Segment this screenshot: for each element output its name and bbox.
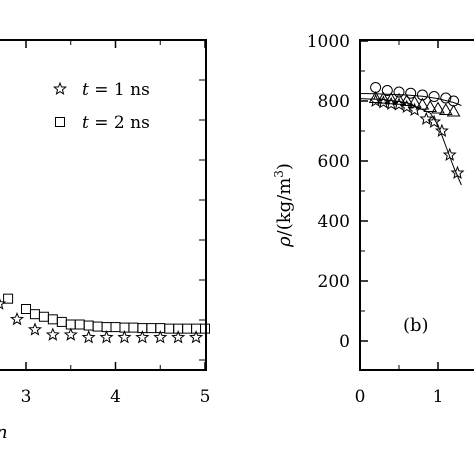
panel-b-point-circle <box>416 89 428 101</box>
panel-b-y-tick-labels: 0 200 400 600 800 1000 <box>307 32 350 352</box>
panel-b-point-star <box>427 114 442 129</box>
panel-b-point-triangle <box>399 93 414 106</box>
panel-b-fit-line <box>359 98 462 186</box>
panel-a-point-star <box>45 327 60 341</box>
legend-entry-t2-unit: ns <box>130 113 150 133</box>
panel-b-fit-line <box>359 93 462 106</box>
legend-entry-t1-var: t <box>82 80 89 100</box>
panel-b-point-triangle <box>431 101 445 114</box>
legend-entry-t2-var: t <box>82 113 89 133</box>
legend-entry-t2-value: = 2 <box>89 113 130 133</box>
panel-a-point-square <box>56 316 67 327</box>
panel-b-point-star <box>384 96 399 111</box>
panel-b-point-triangle <box>368 90 383 103</box>
panel-a-point-square <box>164 323 175 334</box>
panel-b-point-triangle <box>423 99 438 112</box>
panel-b-point-star <box>434 123 449 138</box>
rho-unit-exponent: 3 <box>272 170 286 178</box>
panel-a-point-square <box>182 323 193 334</box>
legend-square-marker <box>55 117 65 127</box>
panel-b-point-triangle <box>407 95 422 108</box>
panel-a-point-star <box>63 327 78 341</box>
panel-b-y-tick-label: 400 <box>318 212 350 232</box>
panel-b-point-triangle <box>376 91 391 104</box>
panel-b-point-triangle <box>446 104 461 117</box>
panel-b-y-tick-label: 200 <box>318 272 350 292</box>
panel-b-y-tick-label: 1000 <box>307 32 350 52</box>
panel-a-points <box>0 293 210 344</box>
panel-b-point-circle <box>405 87 417 99</box>
panel-a-point-star <box>171 330 186 344</box>
panel-a-x-tick-label: 3 <box>21 387 32 407</box>
rho-unit: /(kg/m <box>274 178 295 237</box>
panel-a-point-square <box>3 293 14 304</box>
panel-a-frame <box>0 39 207 371</box>
legend-marker-star <box>53 81 67 96</box>
panel-a-x-tick-label: 5 <box>200 387 211 407</box>
panel-b-point-star <box>419 111 434 126</box>
panel-b-point-triangle <box>392 92 406 105</box>
panel-b-x-tick-label: 1 <box>433 387 444 407</box>
panel-a-point-star <box>135 330 150 344</box>
panel-a-point-square <box>146 323 157 334</box>
panel-a-point-star <box>99 330 114 344</box>
panel-a-x-tick-labels: 3 4 5 <box>21 387 211 407</box>
legend-marker-square <box>55 117 65 127</box>
panel-a-point-square <box>29 309 40 320</box>
legend-entry-t1-value: = 1 <box>89 80 130 100</box>
panel-a-point-square <box>47 314 58 325</box>
legend-entry-t1: t = 1 ns <box>82 80 150 100</box>
panel-b-point-circle <box>428 91 440 102</box>
panel-b-point-circle <box>393 86 405 98</box>
panel-a-point-square <box>200 323 210 334</box>
panel-b-y-axis-label: ρ/(kg/m3) <box>272 163 295 248</box>
panel-b-point-star <box>392 97 406 111</box>
panel-b-label: (b) <box>403 315 429 336</box>
panel-a-point-star <box>9 311 25 326</box>
panel-a-point-star <box>153 330 168 344</box>
legend-entry-t2: t = 2 ns <box>82 113 150 133</box>
panel-a-point-star <box>188 330 204 344</box>
panel-a-point-star <box>117 330 132 344</box>
panel-b-points <box>359 82 465 186</box>
panel-b-x-tick-label: 0 <box>355 387 366 407</box>
panel-a-x-axis-label: n <box>0 422 8 443</box>
panel-b-point-triangle <box>384 92 399 105</box>
panel-a-point-square <box>74 319 85 330</box>
panel-b-y-tick-label: 600 <box>318 152 350 172</box>
panel-b-y-tick-label: 0 <box>339 332 350 352</box>
panel-b-frame <box>359 39 474 371</box>
panel-a-point-square <box>110 322 121 333</box>
panel-b-point-circle <box>381 85 393 96</box>
panel-a: 3 4 5 n t = 1 ns t = 2 ns <box>0 39 211 443</box>
panel-a-point-square <box>92 321 103 332</box>
rho-unit-close: ) <box>274 163 295 170</box>
panel-a-x-tick-label: 4 <box>110 387 121 407</box>
panel-a-point-square <box>21 304 31 314</box>
panel-a-point-square <box>128 322 139 333</box>
rho-symbol: ρ <box>274 236 295 248</box>
panel-b-ticks <box>359 40 439 370</box>
panel-b-point-triangle <box>438 102 453 115</box>
legend-star-marker <box>53 81 67 96</box>
panel-a-point-star <box>27 322 43 336</box>
panel-a-point-square <box>38 311 49 322</box>
legend-entry-t1-unit: ns <box>130 80 150 100</box>
panel-a-legend: t = 1 ns t = 2 ns <box>53 80 150 133</box>
panel-b-y-tick-label: 800 <box>318 92 350 112</box>
panel-a-point-square <box>83 320 94 331</box>
panel-b-point-star <box>442 147 457 162</box>
panel-a-ticks <box>25 40 206 370</box>
panel-a-point-star <box>81 330 96 344</box>
panel-b-point-star <box>399 99 414 114</box>
